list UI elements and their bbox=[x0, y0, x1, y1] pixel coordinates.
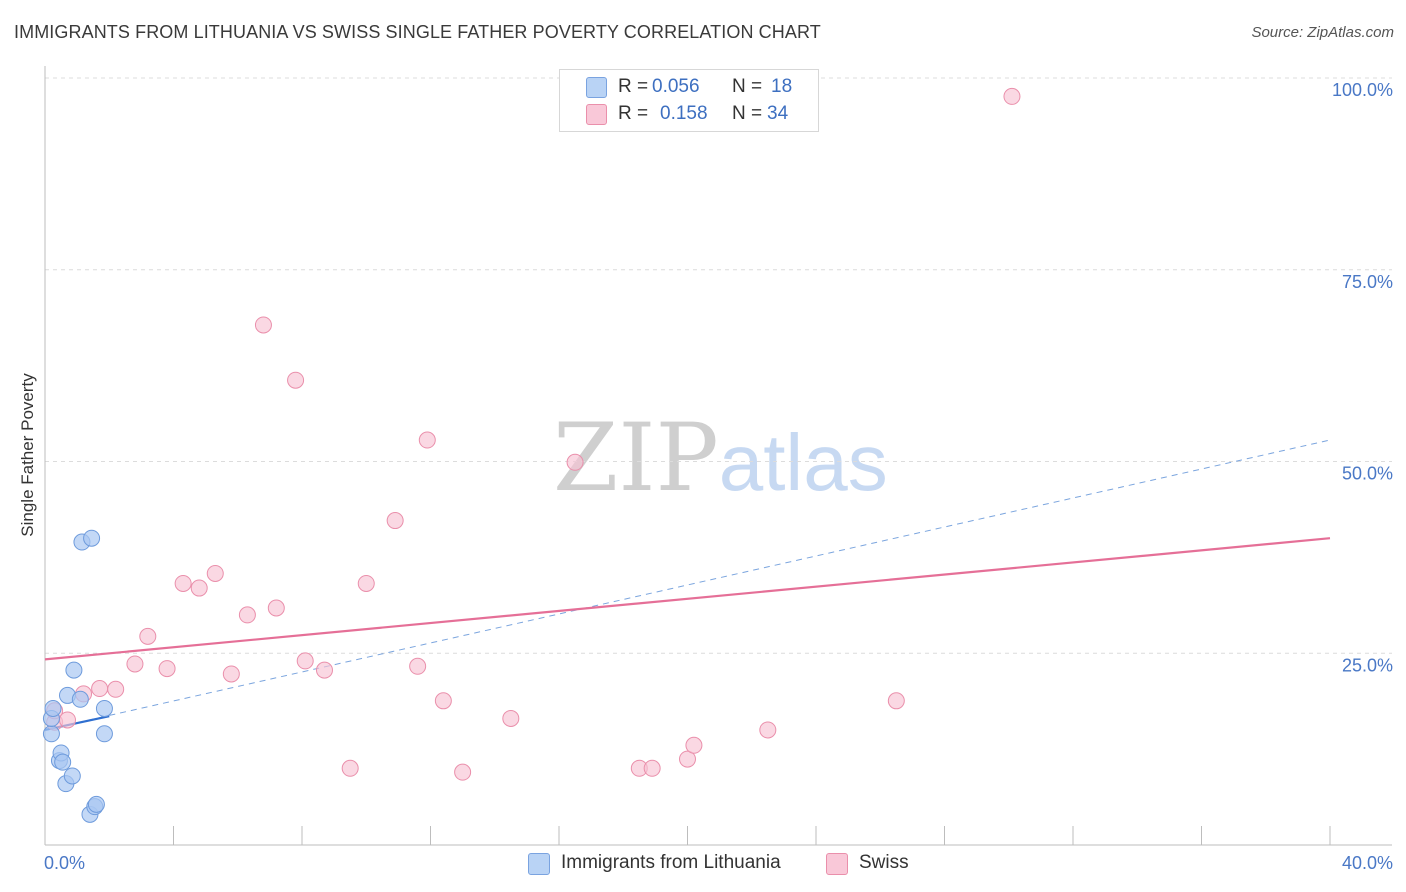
legend-n-label: N = bbox=[732, 103, 763, 124]
trend-lines bbox=[44, 439, 1331, 732]
point-swiss bbox=[887, 692, 905, 710]
y-tick-label: 50.0% bbox=[1342, 464, 1393, 484]
point-swiss bbox=[238, 606, 256, 624]
point-swiss bbox=[296, 652, 314, 670]
point-lithuania bbox=[54, 753, 72, 771]
point-swiss bbox=[386, 512, 404, 530]
point-swiss bbox=[58, 711, 76, 729]
point-swiss bbox=[222, 665, 240, 683]
point-swiss bbox=[267, 599, 285, 617]
legend-r-label: R = bbox=[618, 103, 649, 124]
point-lithuania bbox=[95, 725, 113, 743]
x-tick-label: 0.0% bbox=[44, 853, 85, 873]
point-lithuania bbox=[87, 795, 105, 813]
point-swiss bbox=[126, 655, 144, 673]
point-swiss bbox=[679, 750, 696, 768]
point-swiss bbox=[1003, 87, 1021, 105]
point-lithuania bbox=[42, 725, 60, 743]
point-swiss bbox=[409, 657, 427, 675]
bottom-legend-label: Immigrants from Lithuania bbox=[561, 852, 781, 873]
bottom-legend-swatch-blue bbox=[528, 853, 550, 875]
legend-n-value: 34 bbox=[767, 103, 789, 124]
y-tick-label: 25.0% bbox=[1342, 655, 1393, 675]
point-swiss bbox=[107, 680, 125, 698]
legend-r-label: R = bbox=[618, 76, 649, 97]
chart-title: IMMIGRANTS FROM LITHUANIA VS SWISS SINGL… bbox=[14, 22, 821, 42]
source-credit: Source: ZipAtlas.com bbox=[1251, 24, 1394, 41]
trend-line-swiss bbox=[44, 537, 1331, 661]
legend-swatch-blue bbox=[586, 77, 607, 98]
legend-r-value: 0.056 bbox=[652, 76, 700, 97]
point-swiss bbox=[341, 759, 359, 777]
data-points bbox=[42, 87, 1021, 823]
watermark-atlas: atlas bbox=[718, 418, 888, 507]
point-swiss bbox=[643, 759, 661, 777]
point-swiss bbox=[206, 564, 224, 582]
tick-labels: 25.0% 50.0% 75.0% 100.0% 0.0% 40.0% bbox=[44, 80, 1393, 873]
legend-r-value: 0.158 bbox=[660, 103, 708, 124]
bottom-legend-label: Swiss bbox=[859, 852, 909, 873]
legend-swatch-pink bbox=[586, 104, 607, 125]
point-swiss bbox=[357, 574, 375, 592]
point-lithuania bbox=[63, 767, 81, 785]
y-tick-label: 100.0% bbox=[1332, 80, 1393, 100]
point-swiss bbox=[759, 721, 777, 739]
legend-n-label: N = bbox=[732, 76, 763, 97]
point-swiss bbox=[254, 316, 272, 334]
point-swiss bbox=[174, 574, 192, 592]
point-swiss bbox=[315, 661, 333, 679]
axes bbox=[44, 66, 1392, 846]
point-lithuania bbox=[44, 699, 62, 717]
point-swiss bbox=[566, 453, 584, 471]
point-swiss bbox=[91, 680, 109, 698]
point-swiss bbox=[287, 371, 305, 389]
point-lithuania bbox=[83, 529, 101, 547]
point-lithuania bbox=[71, 690, 89, 708]
trend-line-lithuania-extended bbox=[44, 439, 1331, 731]
point-swiss bbox=[502, 709, 520, 727]
point-swiss bbox=[685, 736, 703, 754]
point-swiss bbox=[139, 627, 157, 645]
stats-legend: R = 0.056 N = 18 R = 0.158 N = 34 bbox=[559, 69, 819, 132]
x-tick-label: 40.0% bbox=[1342, 853, 1393, 873]
point-swiss bbox=[418, 431, 436, 449]
point-lithuania bbox=[95, 699, 113, 717]
point-swiss bbox=[434, 692, 452, 710]
point-lithuania bbox=[65, 661, 83, 679]
legend-n-value: 18 bbox=[771, 76, 793, 97]
y-axis-label: Single Father Poverty bbox=[18, 373, 37, 537]
bottom-legend-swatch-pink bbox=[826, 853, 848, 875]
gridlines bbox=[45, 77, 1392, 654]
point-swiss bbox=[190, 579, 208, 597]
point-swiss bbox=[454, 763, 472, 781]
point-swiss bbox=[158, 660, 176, 678]
y-tick-label: 75.0% bbox=[1342, 272, 1393, 292]
